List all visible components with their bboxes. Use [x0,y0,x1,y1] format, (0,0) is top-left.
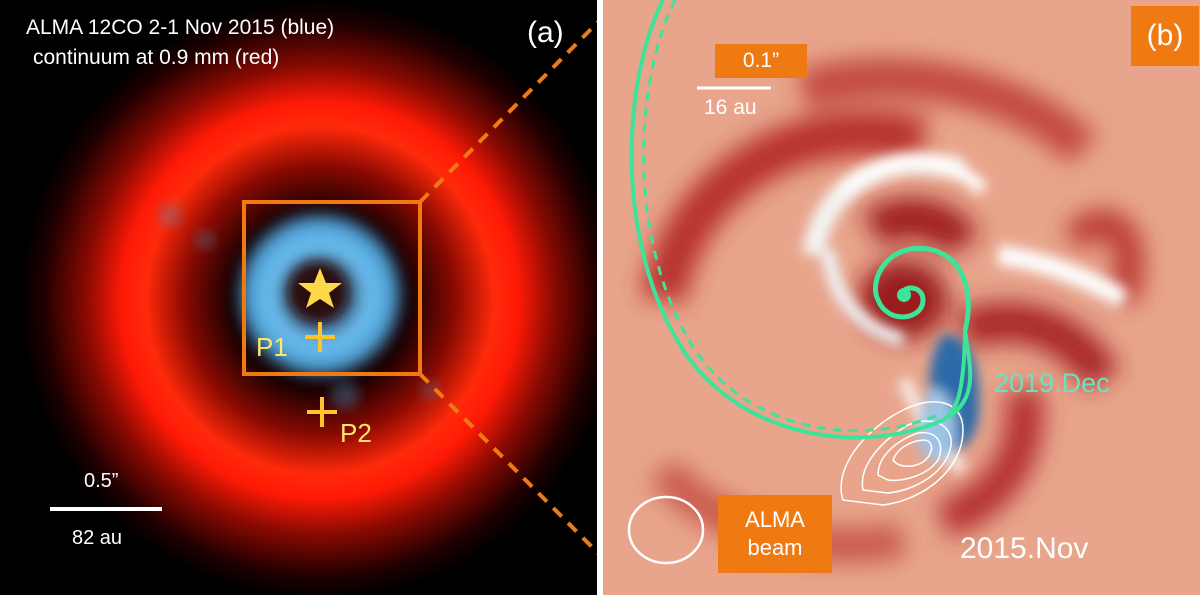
p1-label: P1 [256,332,288,362]
scale-label-a-bottom: 82 au [72,527,123,549]
scale-label-b-bottom: 16 au [704,96,757,119]
panel-a: ALMA 12CO 2-1 Nov 2015 (blue) continuum … [0,0,597,595]
beam-label: ALMA beam [718,495,832,573]
p2-marker [307,397,337,427]
spiral-model [629,0,973,440]
epoch-model-label: 2019.Dec [994,368,1110,398]
beam-label-line2: beam [747,535,803,560]
panel-a-label: (a) [527,16,564,49]
epoch-data-label: 2015.Nov [960,532,1089,565]
connector-top [418,20,597,204]
scale-label-b-top: 0.1” [715,44,807,78]
panel-a-title-line1: ALMA 12CO 2-1 Nov 2015 (blue) [26,16,335,39]
p2-label: P2 [340,418,372,448]
connector-bottom [418,372,597,555]
star-icon [298,268,342,308]
p1-marker [305,322,335,352]
panel-a-image [0,0,597,595]
panel-a-title-line2: continuum at 0.9 mm (red) [33,46,280,69]
scale-label-a-top: 0.5” [84,470,119,492]
beam-label-line1: ALMA [745,507,805,532]
zoom-box [242,200,422,376]
panel-b-image [603,0,1200,595]
contours [840,401,964,506]
panel-b-label: (b) [1131,6,1199,66]
residual-map [640,58,1145,563]
panel-b: (b) 0.1” 16 au 2019.Dec 2015.Nov ALMA be… [603,0,1200,595]
beam-ellipse [627,495,705,565]
